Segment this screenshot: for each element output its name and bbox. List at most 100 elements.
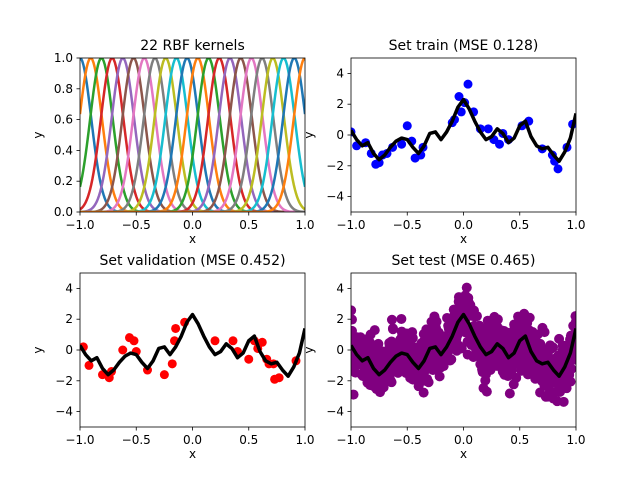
x-axis-label: x <box>460 447 467 461</box>
data-point-34 <box>553 164 563 174</box>
x-tick-label: −0.5 <box>122 218 151 232</box>
subplot-title: Set train (MSE 0.128) <box>389 38 539 54</box>
test-point <box>554 333 565 344</box>
test-point <box>539 380 550 391</box>
test-point <box>470 311 481 322</box>
test-point <box>555 382 566 393</box>
data-point-26 <box>495 139 504 149</box>
y-tick-label: 4 <box>336 281 344 295</box>
test-point <box>480 375 491 386</box>
kernel-curve-13 <box>80 58 305 212</box>
x-tick-label: 0.5 <box>510 218 529 232</box>
data-point-12 <box>167 359 177 369</box>
data-point-19 <box>456 107 466 117</box>
data-point-24 <box>483 124 493 134</box>
test-point <box>515 347 526 358</box>
test-point <box>366 342 377 353</box>
x-tick-label: 1.0 <box>295 218 314 232</box>
y-tick-label: −4 <box>326 190 344 204</box>
x-tick-label: 0.5 <box>239 433 258 447</box>
test-point <box>552 396 563 407</box>
subplot-2: −1.0 −0.5 0.0 0.5 1.0 −4 −2 0 2 4 Set train (MSE 0… <box>302 38 586 246</box>
test-point <box>492 324 503 335</box>
fit-curve <box>80 312 305 378</box>
test-point <box>548 387 559 398</box>
data-point-21 <box>463 79 473 89</box>
data-point-19 <box>244 354 254 364</box>
test-point <box>381 352 392 363</box>
test-point <box>384 343 395 354</box>
test-point <box>375 387 386 398</box>
y-tick-label: 0.2 <box>54 174 73 188</box>
x-axis-label: x <box>189 447 196 461</box>
test-point <box>431 316 442 327</box>
test-point <box>513 322 523 333</box>
data-point-6 <box>374 158 384 168</box>
test-point <box>430 325 441 336</box>
fit-curve <box>351 312 576 378</box>
x-axis-label: x <box>189 232 196 246</box>
test-point <box>570 311 576 322</box>
y-tick-label: 2 <box>65 312 73 326</box>
y-axis-label: y <box>31 346 45 353</box>
data-point-10 <box>397 139 407 149</box>
test-point <box>431 358 442 369</box>
x-tick-label: 1.0 <box>566 218 585 232</box>
test-point <box>386 314 397 325</box>
x-tick-label: 1.0 <box>295 433 314 447</box>
y-tick-label: 1.0 <box>54 51 73 65</box>
test-point <box>453 292 464 303</box>
y-tick-label: 2 <box>336 97 344 111</box>
plot-area-2 <box>351 79 576 174</box>
x-tick-label: 0.0 <box>183 218 202 232</box>
x-tick-label: −1.0 <box>65 433 94 447</box>
data-point-8 <box>129 336 139 346</box>
kernel-curve-22 <box>80 58 305 212</box>
test-point <box>358 336 369 347</box>
test-point <box>490 334 501 345</box>
data-point-11 <box>159 370 169 380</box>
y-tick-label: −4 <box>326 405 344 419</box>
test-point <box>540 391 551 402</box>
test-point <box>418 387 429 398</box>
x-tick-label: 1.0 <box>566 433 585 447</box>
x-tick-label: 0.5 <box>239 218 258 232</box>
data-point-6 <box>118 345 128 355</box>
test-point <box>543 370 554 381</box>
y-axis-label: y <box>302 131 316 138</box>
test-point <box>499 362 510 373</box>
y-tick-label: 2 <box>336 312 344 326</box>
x-tick-label: −1.0 <box>336 433 365 447</box>
x-tick-label: −1.0 <box>336 218 365 232</box>
test-point <box>444 355 455 366</box>
subplot-1: −1.0 −0.5 0.0 0.5 1.0 0.0 0.2 0.4 0.6 0.8 1.0 22 RB… <box>31 38 315 246</box>
test-point <box>413 368 424 379</box>
y-axis-label: y <box>31 131 45 138</box>
test-point <box>489 311 500 322</box>
test-point <box>504 388 515 399</box>
kernel-curve-20 <box>80 58 305 212</box>
x-tick-label: 0.0 <box>454 433 473 447</box>
y-tick-label: 0 <box>336 128 344 142</box>
x-tick-label: 0.0 <box>454 218 473 232</box>
test-point <box>386 376 397 387</box>
data-point-17 <box>228 336 238 346</box>
data-point-27 <box>274 373 284 383</box>
test-point <box>490 358 501 369</box>
test-point <box>566 363 576 374</box>
y-tick-label: −2 <box>326 374 344 388</box>
test-point <box>451 345 462 356</box>
y-tick-label: 0.4 <box>54 143 73 157</box>
test-point <box>524 312 535 323</box>
test-point <box>478 383 489 394</box>
x-tick-label: 0.5 <box>510 433 529 447</box>
y-tick-label: 0.8 <box>54 82 73 96</box>
x-axis-label: x <box>460 232 467 246</box>
y-tick-label: −2 <box>326 159 344 173</box>
x-tick-label: −0.5 <box>393 218 422 232</box>
subplot-title: 22 RBF kernels <box>140 38 245 54</box>
y-tick-label: 0 <box>336 343 344 357</box>
test-point <box>477 329 488 340</box>
subplot-3: −1.0 −0.5 0.0 0.5 1.0 −4 −2 0 2 4 Set validation (… <box>31 253 315 461</box>
